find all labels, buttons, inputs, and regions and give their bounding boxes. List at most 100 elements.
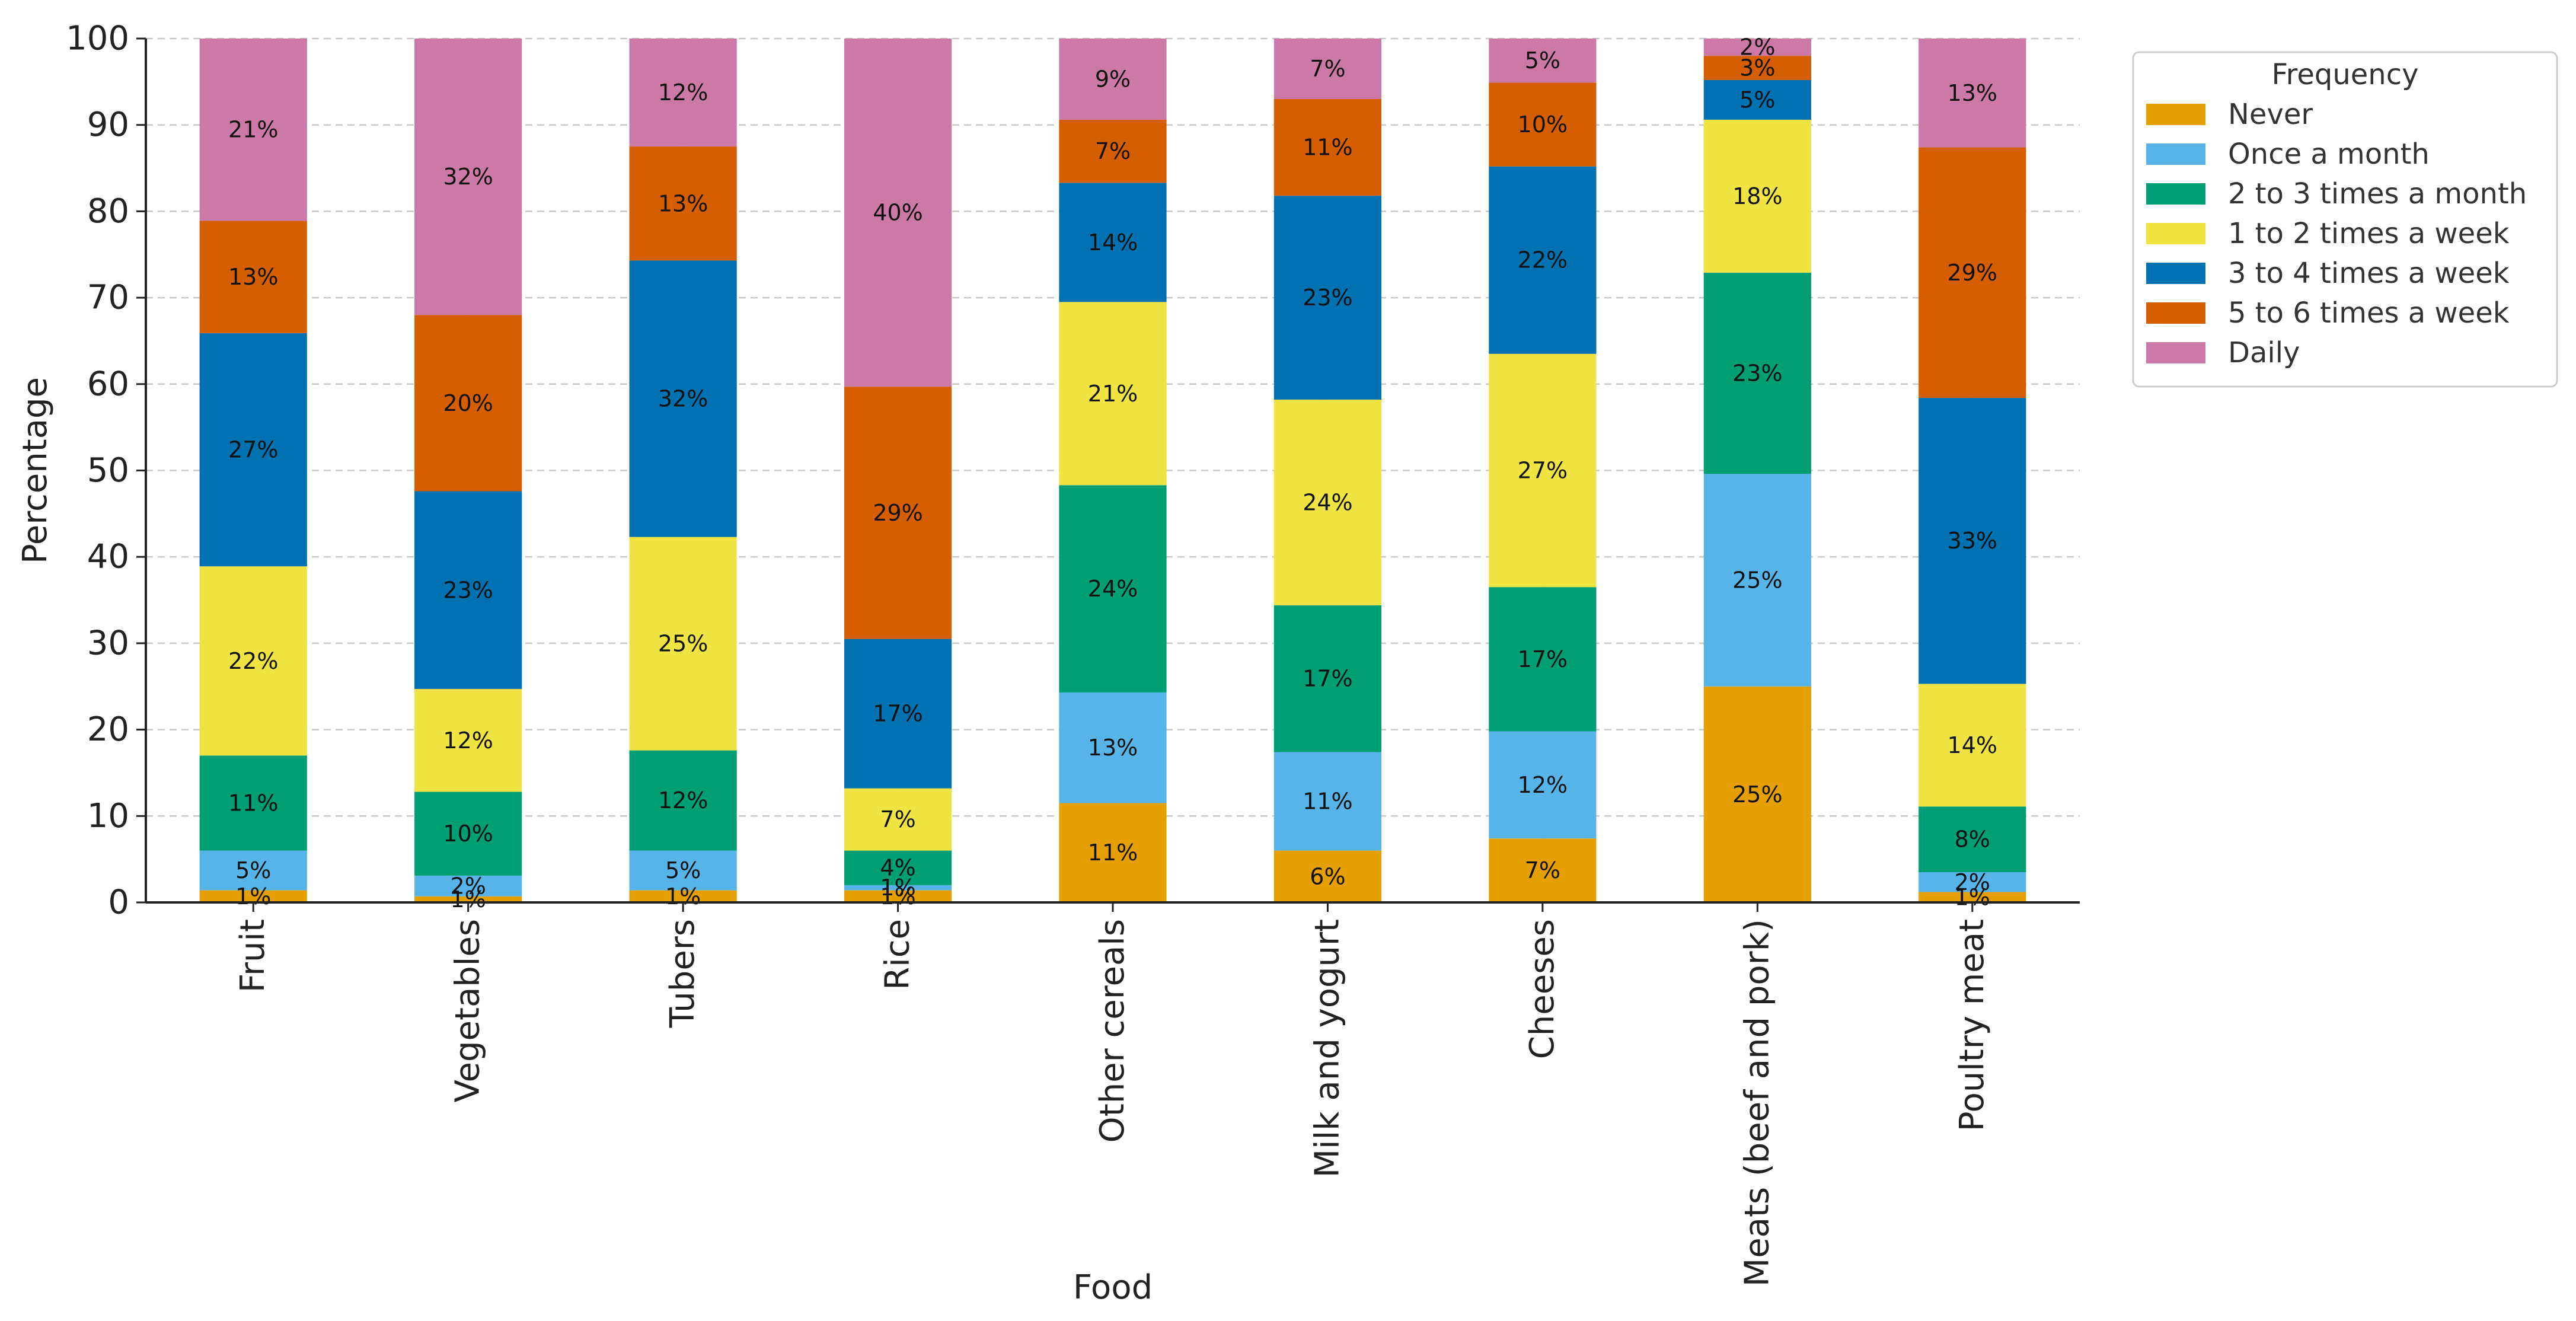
data-label: 27%	[228, 437, 278, 463]
legend-item-label: Once a month	[2228, 138, 2430, 171]
bar-segment	[1273, 196, 1382, 400]
y-tick-label: 60	[87, 365, 129, 403]
bar-segment	[1489, 838, 1597, 902]
x-tick-label: Fruit	[234, 919, 272, 993]
data-label: 40%	[873, 200, 922, 226]
data-labels-layer: 1%5%11%22%27%13%21%1%2%10%12%23%20%32%1%…	[228, 34, 1997, 912]
bar-segment	[1273, 98, 1382, 196]
data-label: 24%	[1303, 489, 1352, 515]
data-label: 25%	[658, 631, 708, 657]
bar-segment	[1059, 183, 1167, 302]
bar-segment	[1703, 39, 1811, 56]
data-label: 21%	[228, 117, 278, 143]
data-label: 12%	[658, 787, 708, 813]
bar-segment	[1703, 474, 1811, 687]
x-tick-label: Poultry meat	[1953, 919, 1991, 1131]
data-label: 5%	[665, 857, 701, 883]
data-label: 7%	[1525, 857, 1560, 883]
legend-item-label: 1 to 2 times a week	[2228, 217, 2510, 250]
bar-segment	[844, 39, 952, 387]
bar-segment	[1273, 752, 1382, 851]
data-label: 1%	[880, 875, 915, 901]
x-tick-label: Vegetables	[449, 919, 487, 1102]
data-label: 10%	[443, 821, 493, 847]
data-label: 2%	[1739, 34, 1775, 60]
bar-segment	[1489, 587, 1597, 732]
data-label: 17%	[1303, 666, 1352, 692]
data-label: 29%	[1948, 260, 1997, 286]
data-label: 12%	[1518, 772, 1568, 798]
data-label: 27%	[1518, 458, 1568, 484]
data-label: 23%	[1732, 360, 1782, 387]
data-label: 6%	[1310, 863, 1345, 889]
data-label: 5%	[1525, 47, 1560, 74]
legend-item-label: 3 to 4 times a week	[2228, 257, 2510, 290]
data-label: 22%	[228, 648, 278, 674]
data-label: 32%	[443, 164, 493, 190]
data-label: 11%	[228, 790, 278, 816]
bar-segment	[1703, 119, 1811, 273]
y-tick-label: 80	[87, 192, 129, 231]
x-tick-label: Milk and yogurt	[1308, 919, 1346, 1178]
bar-segment	[1273, 605, 1382, 752]
y-tick-label: 50	[87, 451, 129, 490]
bar-segment	[199, 566, 307, 756]
bar-segment	[844, 850, 952, 885]
bar-segment	[414, 896, 522, 902]
bars-layer	[199, 39, 2026, 902]
data-label: 4%	[880, 855, 915, 881]
y-tick-label: 40	[87, 538, 129, 576]
y-tick-label: 30	[87, 624, 129, 662]
y-tick-label: 70	[87, 279, 129, 317]
data-label: 2%	[1955, 869, 1990, 895]
data-label: 23%	[1303, 285, 1352, 311]
legend-items: Never Once a month 2 to 3 times a month 1 t…	[2146, 98, 2527, 369]
bar-segment	[199, 755, 307, 851]
bar-segment	[414, 39, 522, 315]
bar-segment	[1273, 39, 1382, 99]
legend-swatch	[2146, 183, 2205, 205]
x-tick-label: Tubers	[663, 919, 702, 1028]
data-label: 13%	[1948, 80, 1997, 106]
bar-segment	[414, 491, 522, 690]
data-label: 5%	[235, 857, 271, 883]
bar-segment	[629, 750, 737, 851]
legend-swatch	[2146, 223, 2205, 244]
data-label: 22%	[1518, 247, 1568, 273]
bar-segment	[199, 39, 307, 221]
x-tick-label: Cheeses	[1523, 919, 1562, 1059]
bar-segment	[1059, 119, 1167, 183]
legend-title: Frequency	[2272, 58, 2419, 91]
data-label: 14%	[1088, 229, 1138, 256]
data-label: 7%	[880, 806, 915, 832]
data-label: 9%	[1095, 66, 1131, 92]
bar-segment	[1703, 79, 1811, 120]
y-tick-label: 100	[66, 20, 129, 58]
data-label: 14%	[1948, 732, 1997, 758]
data-label: 13%	[228, 264, 278, 290]
bar-segment	[1919, 892, 2026, 902]
legend-item-label: 2 to 3 times a month	[2228, 177, 2527, 210]
data-label: 13%	[1088, 735, 1138, 761]
data-label: 20%	[443, 390, 493, 416]
bar-segment	[629, 260, 737, 537]
bar-segment	[1919, 147, 2026, 398]
bar-segment	[844, 885, 952, 891]
bar-segment	[1489, 353, 1597, 588]
bar-segment	[1919, 684, 2026, 807]
bar-segment	[1273, 400, 1382, 605]
bar-segment	[629, 850, 737, 891]
bar-segment	[844, 387, 952, 639]
legend: Frequency Never Once a month 2 to 3 times …	[2132, 51, 2558, 388]
data-label: 3%	[1739, 55, 1775, 81]
bar-segment	[844, 890, 952, 902]
data-label: 29%	[873, 500, 922, 526]
bar-segment	[1059, 302, 1167, 486]
legend-swatch	[2146, 104, 2205, 125]
data-label: 8%	[1955, 827, 1990, 853]
bar-segment	[414, 792, 522, 876]
legend-item-label: 5 to 6 times a week	[2228, 296, 2510, 330]
bar-segment	[1919, 872, 2026, 892]
legend-swatch	[2146, 302, 2205, 324]
